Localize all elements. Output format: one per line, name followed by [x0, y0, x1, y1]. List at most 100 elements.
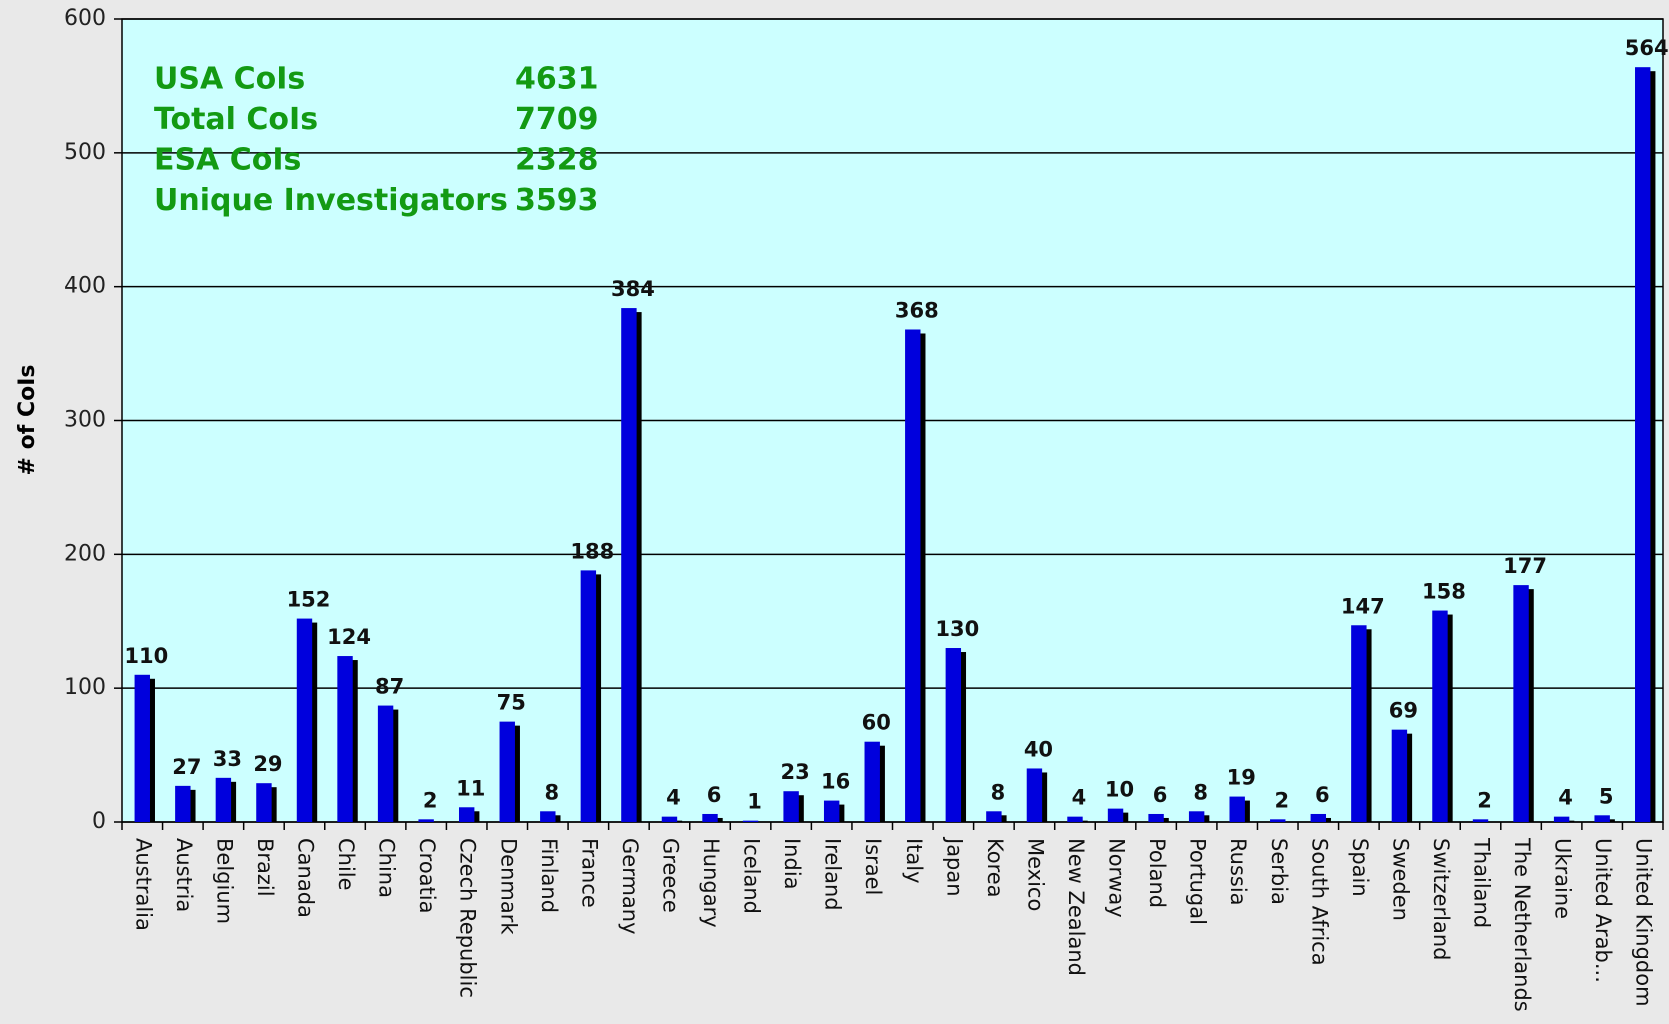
value-label: 177: [1503, 554, 1547, 578]
x-tick-label: New Zealand: [1064, 838, 1088, 976]
value-label: 4: [1072, 786, 1087, 810]
x-tick-label: Austria: [172, 838, 196, 912]
bar: [1270, 819, 1286, 822]
value-label: 130: [935, 617, 979, 641]
value-label: 27: [172, 755, 201, 779]
value-label: 8: [544, 780, 559, 804]
value-label: 75: [497, 691, 526, 715]
x-tick-label: Thailand: [1470, 837, 1494, 928]
value-label: 6: [1315, 783, 1330, 807]
x-tick-label: Czech Republic: [456, 838, 480, 998]
value-label: 368: [895, 298, 939, 322]
x-tick-label: France: [577, 838, 601, 908]
y-tick-label: 0: [92, 809, 106, 834]
bar: [702, 813, 718, 822]
value-label: 188: [570, 539, 614, 563]
x-tick-label: Ireland: [821, 838, 845, 911]
value-label: 87: [375, 675, 404, 699]
annotation-value: 3593: [515, 183, 599, 218]
x-tick-label: Canada: [293, 838, 317, 918]
x-tick-label: Norway: [1105, 838, 1129, 918]
x-tick-label: Mexico: [1023, 838, 1047, 911]
bar: [1107, 808, 1124, 822]
y-tick-label: 600: [64, 6, 106, 31]
bar: [1067, 816, 1083, 822]
x-tick-label: Belgium: [212, 838, 236, 924]
bar: [661, 816, 678, 822]
x-tick-label: India: [780, 838, 804, 890]
x-tick-label: Germany: [618, 838, 642, 935]
annotation-label: ESA CoIs: [154, 143, 301, 178]
bar: [540, 811, 556, 822]
value-label: 4: [1558, 786, 1573, 810]
bar: [864, 741, 880, 822]
value-label: 16: [821, 770, 850, 794]
value-label: 19: [1227, 766, 1256, 790]
y-tick-label: 500: [64, 140, 106, 165]
x-tick-label: Greece: [658, 838, 682, 913]
annotation-value: 2328: [515, 143, 599, 178]
x-tick-label: Poland: [1145, 838, 1169, 908]
bar: [337, 656, 353, 822]
x-tick-label: Ukraine: [1551, 838, 1575, 919]
value-label: 6: [707, 783, 722, 807]
bar: [823, 800, 840, 822]
bar: [458, 807, 475, 822]
value-label: 6: [1153, 783, 1168, 807]
value-label: 2: [1274, 788, 1289, 812]
x-tick-label: Australia: [131, 838, 155, 931]
bar: [1553, 816, 1570, 822]
x-tick-label: South Africa: [1307, 838, 1331, 966]
x-tick-label: The Netherlands: [1510, 837, 1534, 1012]
annotation-value: 4631: [515, 62, 599, 97]
bar: [1432, 610, 1448, 822]
value-label: 564: [1625, 36, 1669, 60]
value-label: 158: [1422, 580, 1466, 604]
x-tick-label: Portugal: [1186, 838, 1210, 925]
value-label: 11: [456, 776, 485, 800]
value-label: 23: [781, 760, 810, 784]
x-tick-label: Israel: [861, 838, 885, 895]
value-label: 2: [1477, 788, 1492, 812]
annotation-label: Unique Investigators: [154, 183, 508, 218]
bar: [1513, 585, 1529, 822]
x-tick-label: United Arab...: [1591, 838, 1615, 983]
bar: [1148, 813, 1164, 822]
y-tick-label: 400: [64, 274, 106, 299]
bar: [986, 811, 1002, 822]
value-label: 124: [327, 625, 371, 649]
x-tick-label: United Kingdom: [1632, 838, 1656, 1007]
value-label: 69: [1389, 699, 1418, 723]
x-tick-label: Chile: [334, 838, 358, 891]
y-axis-label: # of CoIs: [15, 365, 40, 476]
x-tick-label: Russia: [1226, 838, 1250, 906]
x-tick-label: Iceland: [740, 838, 764, 914]
value-label: 8: [1193, 780, 1208, 804]
value-label: 10: [1105, 778, 1134, 802]
bar: [1188, 811, 1205, 822]
y-tick-label: 100: [64, 675, 106, 700]
bar: [621, 308, 637, 823]
bar: [296, 618, 313, 822]
bar: [1391, 729, 1408, 822]
value-label: 384: [611, 277, 655, 301]
value-label: 147: [1341, 594, 1385, 618]
bar: [1594, 815, 1610, 822]
annotation-value: 7709: [515, 102, 599, 137]
value-label: 40: [1024, 737, 1053, 761]
x-tick-label: China: [375, 838, 399, 898]
x-tick-label: Denmark: [496, 838, 520, 935]
value-label: 4: [666, 786, 681, 810]
x-tick-label: Sweden: [1388, 838, 1412, 921]
x-tick-label: Finland: [537, 838, 561, 913]
bar: [1229, 796, 1245, 822]
bar: [256, 783, 272, 822]
value-label: 8: [991, 780, 1006, 804]
value-label: 2: [423, 788, 438, 812]
x-tick-label: Italy: [902, 838, 926, 884]
bar: [1351, 625, 1367, 822]
x-tick-label: Spain: [1348, 838, 1372, 897]
value-label: 29: [253, 752, 282, 776]
